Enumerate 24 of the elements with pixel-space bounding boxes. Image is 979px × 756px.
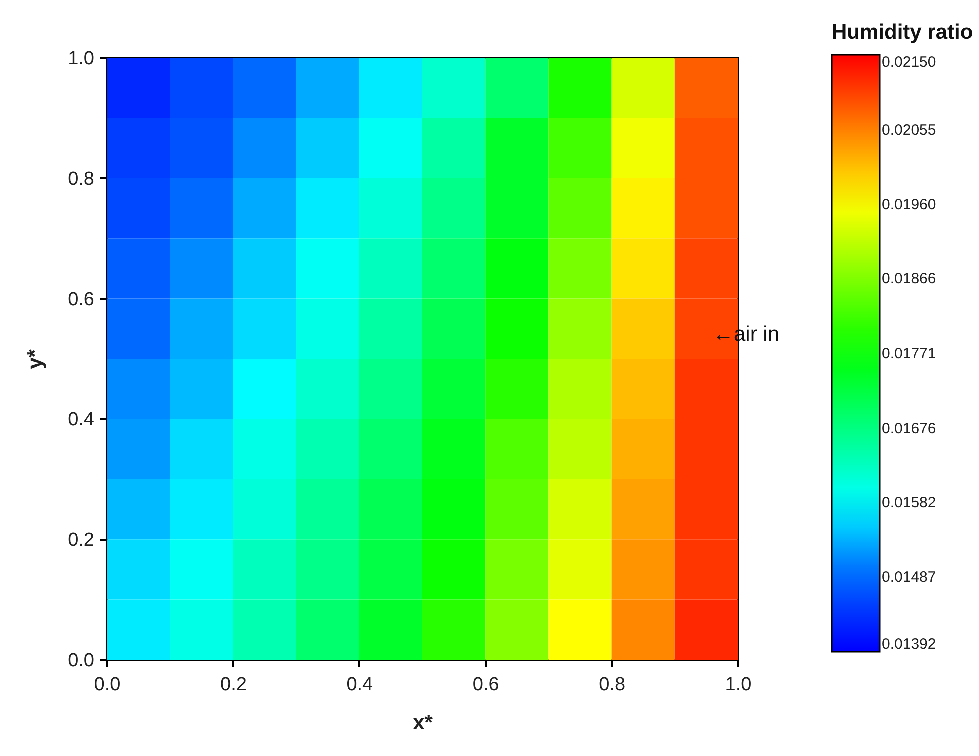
color-bar-label: 0.01487 [882,569,936,586]
y-tick-label: 0.0 [68,650,94,672]
x-axis-title: x* [413,712,434,734]
color-bar-label: 0.01866 [882,270,936,288]
x-tick-label: 1.0 [725,674,752,696]
color-bar-label: 0.02150 [882,54,936,71]
x-tick-label: 0.6 [472,674,500,696]
color-bar-label: 0.01771 [882,346,936,362]
y-tick-label: 0.6 [68,289,94,310]
x-tick-label: 0.8 [599,674,626,696]
color-bar-label: 0.02055 [882,122,936,139]
color-bar-label: 0.01582 [882,494,936,512]
y-axis-title: y* [24,348,48,370]
x-tick-label: 0.4 [346,674,374,696]
x-tick-label: 0.0 [94,674,121,696]
legend-title: Humidity ratio [832,21,974,44]
color-bar-label: 0.01676 [882,420,936,438]
color-bar-label: 0.01392 [882,636,936,653]
color-bar-label: 0.01960 [882,196,936,214]
y-tick-label: 1.0 [68,48,94,70]
y-tick-label: 0.2 [68,530,94,552]
y-tick-label: 0.8 [68,168,94,190]
x-tick-label: 0.2 [220,674,247,696]
y-tick-label: 0.4 [68,410,95,431]
